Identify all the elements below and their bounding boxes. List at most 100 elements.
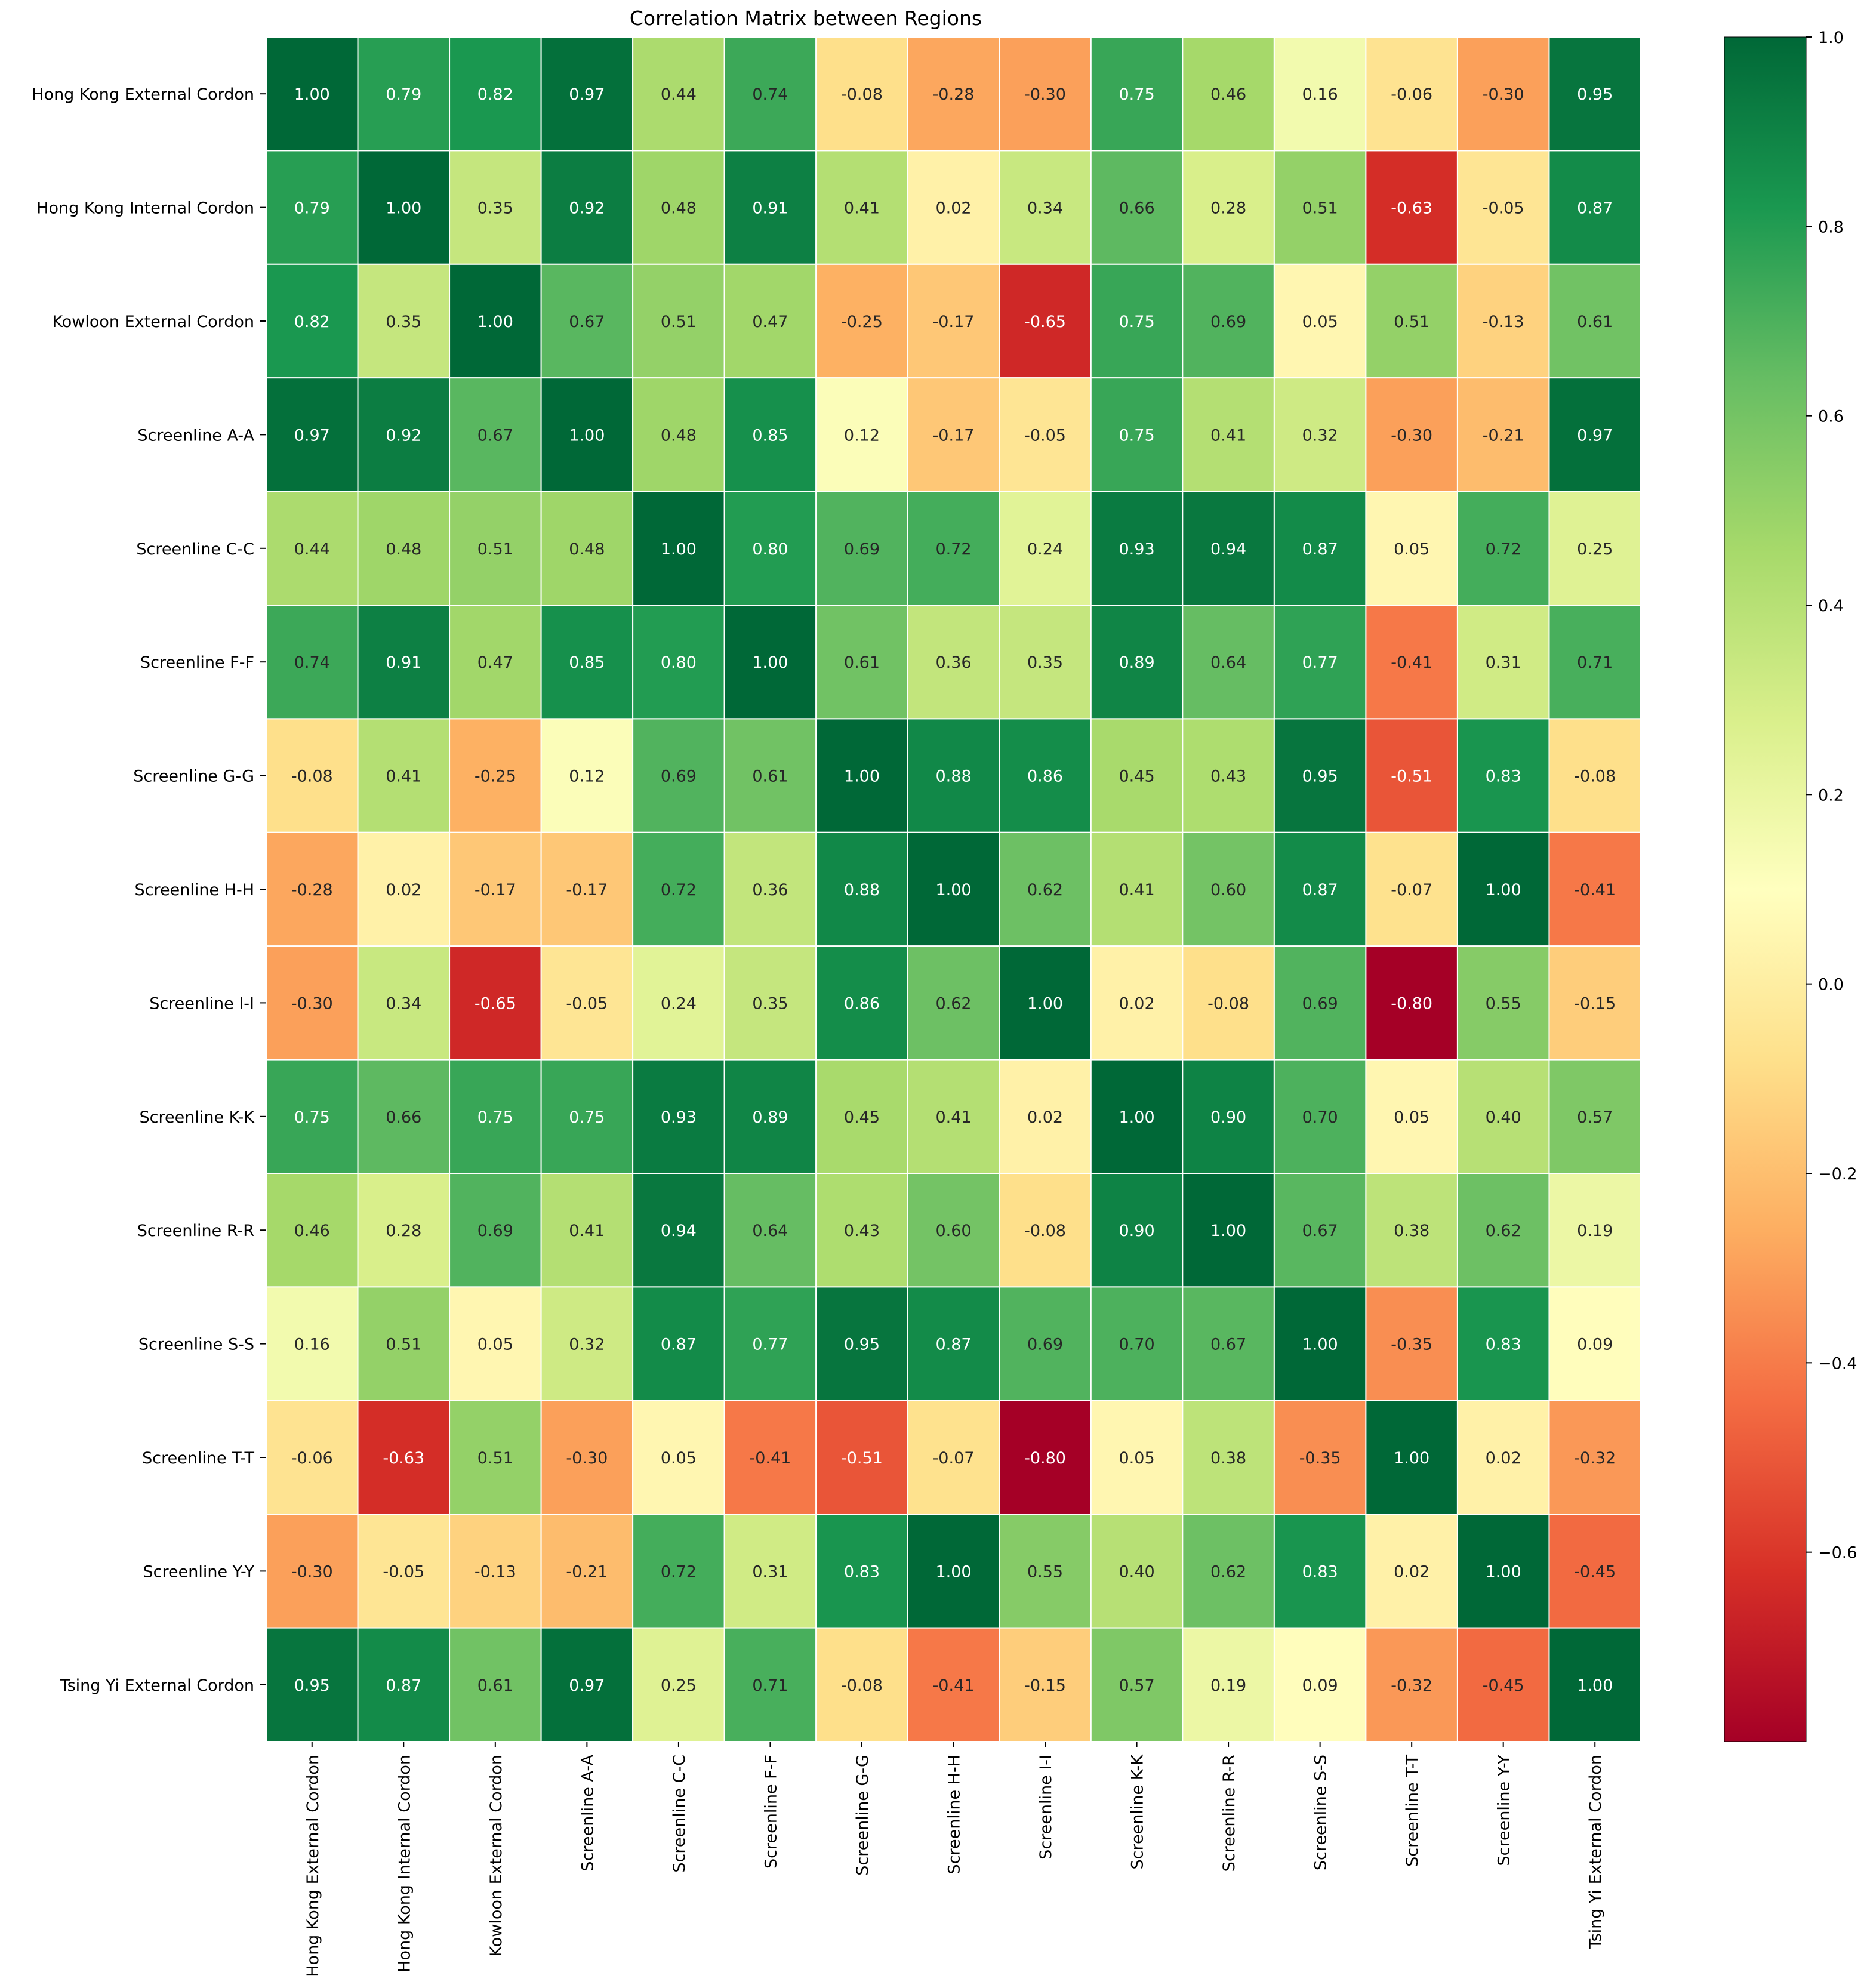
cell-value-label: 0.70	[1302, 1108, 1338, 1127]
cell-value-label: 0.32	[1302, 426, 1338, 445]
cell-value-label: -0.08	[1574, 768, 1616, 786]
heatmap-cell-r9-c9	[1090, 1059, 1184, 1174]
heatmap-cell-r3-c10	[1182, 377, 1275, 492]
heatmap-cell-r2-c8	[999, 263, 1092, 379]
heatmap-cell-r0-c0	[266, 36, 359, 152]
heatmap-cell-r4-c9	[1090, 491, 1184, 606]
heatmap-cell-r0-c14	[1548, 36, 1641, 152]
cell-value-label: 0.97	[569, 1676, 605, 1695]
heatmap-cell-r1-c3	[540, 150, 634, 265]
cell-value-label: 0.44	[661, 85, 697, 104]
cell-value-label: -0.05	[1483, 199, 1524, 218]
cell-value-label: 1.00	[477, 313, 513, 331]
cell-value-label: 0.94	[1210, 540, 1246, 559]
cell-value-label: 0.28	[386, 1222, 421, 1240]
heatmap-cell-r6-c11	[1273, 718, 1367, 833]
heatmap-cell-r4-c14	[1548, 491, 1641, 606]
y-tick-label-screenline-k-k: Screenline K-K	[140, 1108, 255, 1127]
cell-value-label: 0.72	[1486, 540, 1521, 559]
heatmap-cell-r9-c5	[723, 1059, 817, 1174]
heatmap-cell-r12-c1	[357, 1400, 451, 1515]
heatmap-cell-r11-c11	[1273, 1286, 1367, 1401]
x-tick-label-hong-kong-internal-cordon: Hong Kong Internal Cordon	[395, 1755, 414, 1972]
x-tick-label-screenline-f-f: Screenline F-F	[762, 1755, 780, 1869]
cell-value-label: 1.00	[1119, 1108, 1155, 1127]
heatmap-cell-r6-c13	[1456, 718, 1550, 833]
cell-value-label: 0.45	[1119, 768, 1155, 786]
cell-value-label: 0.79	[294, 199, 330, 218]
cell-value-label: -0.25	[841, 313, 883, 331]
heatmap-cell-r5-c12	[1365, 605, 1458, 720]
heatmap-cell-r6-c4	[632, 718, 725, 833]
heatmap-cell-r7-c13	[1456, 831, 1550, 947]
cell-value-label: 0.48	[661, 426, 697, 445]
cell-value-label: 0.36	[935, 654, 971, 672]
cell-value-label: 1.00	[1210, 1222, 1246, 1240]
cell-value-label: 0.05	[661, 1449, 697, 1468]
cell-value-label: 0.93	[661, 1108, 697, 1127]
cell-value-label: 0.31	[1486, 654, 1521, 672]
cell-value-label: 1.00	[1302, 1336, 1338, 1354]
cell-value-label: 0.87	[661, 1336, 697, 1354]
colorbar-tick-label: −0.2	[1818, 1165, 1857, 1183]
heatmap-cell-r11-c6	[815, 1286, 908, 1401]
cell-value-label: 0.97	[569, 85, 605, 104]
cell-value-label: 0.41	[935, 1108, 971, 1127]
cell-value-label: 0.44	[294, 540, 330, 559]
heatmap-cell-r12-c13	[1456, 1400, 1550, 1515]
cell-value-label: 0.90	[1119, 1222, 1155, 1240]
cell-value-label: -0.21	[566, 1562, 608, 1581]
cell-value-label: 0.38	[1394, 1222, 1429, 1240]
heatmap-cell-r11-c14	[1548, 1286, 1641, 1401]
cell-value-label: -0.63	[383, 1449, 424, 1468]
cell-value-label: 0.43	[844, 1222, 880, 1240]
heatmap-cell-r9-c13	[1456, 1059, 1550, 1174]
x-tick-label-screenline-t-t: Screenline T-T	[1403, 1754, 1422, 1866]
heatmap-cell-r4-c5	[723, 491, 817, 606]
heatmap-cell-r12-c11	[1273, 1400, 1367, 1515]
heatmap-cell-r2-c7	[907, 263, 1000, 379]
cell-value-label: 0.67	[569, 313, 605, 331]
heatmap-cell-r3-c7	[907, 377, 1000, 492]
cell-value-label: -0.28	[933, 85, 975, 104]
heatmap-cell-r2-c4	[632, 263, 725, 379]
cell-value-label: 0.94	[661, 1222, 697, 1240]
cell-value-label: 0.41	[569, 1222, 605, 1240]
cell-value-label: 0.89	[1119, 654, 1155, 672]
cell-value-label: -0.63	[1391, 199, 1432, 218]
x-tick-label-screenline-a-a: Screenline A-A	[578, 1754, 597, 1871]
cell-value-label: 0.72	[935, 540, 971, 559]
cell-value-label: 0.67	[1210, 1336, 1246, 1354]
cell-value-label: -0.21	[1483, 426, 1524, 445]
cell-value-label: -0.17	[933, 313, 975, 331]
cell-value-label: 1.00	[386, 199, 421, 218]
cell-value-label: 1.00	[1486, 1562, 1521, 1581]
x-tick-label-screenline-r-r: Screenline R-R	[1220, 1755, 1238, 1872]
heatmap-cell-r10-c14	[1548, 1173, 1641, 1288]
heatmap-cell-r11-c9	[1090, 1286, 1184, 1401]
cell-value-label: 0.91	[386, 654, 421, 672]
heatmap-cell-r8-c13	[1456, 945, 1550, 1061]
x-tick-label-screenline-c-c: Screenline C-C	[670, 1755, 689, 1873]
heatmap-cell-r3-c11	[1273, 377, 1367, 492]
cell-value-label: 0.02	[1486, 1449, 1521, 1468]
heatmap-cell-r8-c1	[357, 945, 451, 1061]
cell-value-label: 0.62	[1486, 1222, 1521, 1240]
colorbar: 1.0 0.8 0.6 0.4 0.2 0.0 −0.2 −0.4 −0.6	[1724, 29, 1857, 1742]
heatmap-cell-r4-c3	[540, 491, 634, 606]
heatmap-cell-r14-c14	[1548, 1627, 1641, 1743]
cell-value-label: 1.00	[1577, 1676, 1613, 1695]
y-tick-label-tsing-yi-external-cordon: Tsing Yi External Cordon	[60, 1676, 254, 1695]
cell-value-label: -0.07	[1391, 881, 1432, 899]
heatmap-cell-r14-c8	[999, 1627, 1092, 1743]
cell-value-label: -0.41	[1574, 881, 1616, 899]
cell-value-label: 0.35	[386, 313, 421, 331]
cell-value-label: 0.92	[569, 199, 605, 218]
cell-value-label: 1.00	[935, 1562, 971, 1581]
cell-value-label: 0.28	[1210, 199, 1246, 218]
cell-value-label: -0.30	[1483, 85, 1524, 104]
x-tick-label-screenline-h-h: Screenline H-H	[945, 1755, 964, 1874]
cell-value-label: 0.41	[386, 768, 421, 786]
cell-value-label: 1.00	[569, 426, 605, 445]
